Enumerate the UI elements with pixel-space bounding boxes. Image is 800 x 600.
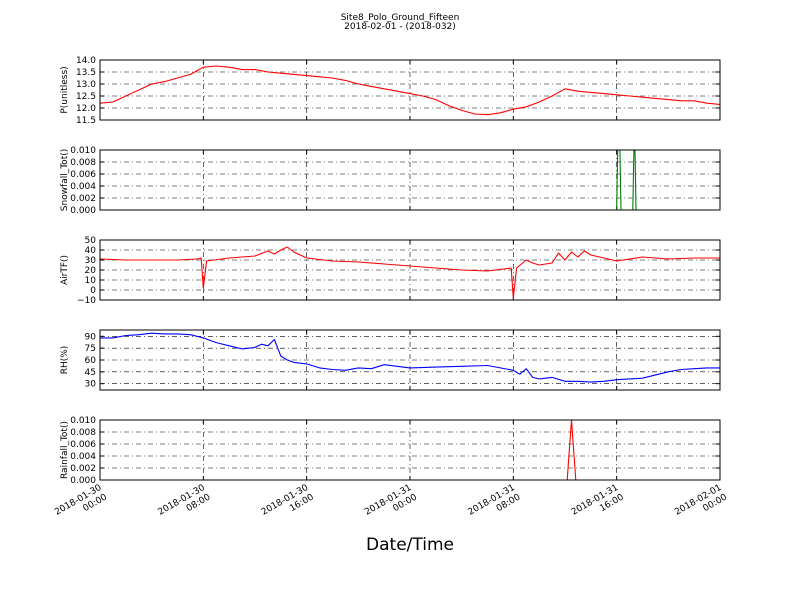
y-tick-label: 10: [85, 276, 97, 286]
y-tick-label: 13.0: [76, 80, 96, 90]
y-tick-label: 60: [85, 356, 97, 366]
y-axis-label: Rainfall_Tot(): [60, 421, 70, 479]
panel-1: 11.5 12.0 12.5 13.0 13.5 14.0 P(unitless): [60, 56, 721, 126]
y-axis-label: Snowfall_Tot(): [60, 149, 70, 212]
y-tick-label: 20: [85, 266, 97, 276]
figure-title: Site8_Polo_Ground_Fifteen: [341, 13, 460, 23]
y-tick-label: 12.5: [76, 92, 96, 102]
panels: 11.5 12.0 12.5 13.0 13.5 14.0 P(unitless) 0.000…: [60, 56, 721, 486]
y-tick-label: 0.008: [70, 158, 96, 168]
axes-frame: [99, 419, 721, 481]
y-tick-label: 40: [85, 246, 97, 256]
y-axis-label: RH(%): [60, 346, 70, 375]
panel-4: 30 45 60 75 90 RH(%): [60, 329, 721, 391]
y-tick-label: 0.000: [70, 476, 96, 486]
y-tick-label: 0.002: [70, 194, 96, 204]
y-tick-label: 50: [85, 236, 97, 246]
y-tick-label: 0.006: [70, 440, 96, 450]
y-tick-label: 11.5: [76, 116, 96, 126]
y-tick-label: 0.004: [70, 452, 96, 462]
figure-subtitle: 2018-02-01 - (2018-032): [344, 22, 456, 32]
y-axis-label: P(unitless): [60, 66, 70, 113]
y-tick-label: 0.000: [70, 206, 96, 216]
axes-frame: [99, 59, 721, 121]
y-tick-label: 14.0: [76, 56, 96, 66]
y-tick-label: 0.010: [70, 416, 96, 426]
y-tick-label: 0.002: [70, 464, 96, 474]
y-axis-label: AirTF(): [60, 255, 70, 285]
axes-frame: [99, 149, 721, 211]
panel-5: 0.000 0.002 0.004 0.006 0.008 0.010Rainfall_T…: [60, 416, 721, 486]
y-tick-label: 0.010: [70, 146, 96, 156]
series-line-3: [99, 246, 720, 299]
y-tick-label: 0.006: [70, 170, 96, 180]
y-tick-label: 0.008: [70, 428, 96, 438]
y-tick-label: −10: [77, 296, 96, 306]
y-tick-label: 0.004: [70, 182, 96, 192]
y-tick-label: 12.0: [76, 104, 96, 114]
series-line-4: [100, 332, 720, 383]
y-tick-label: 45: [85, 368, 96, 378]
x-axis-label: Date/Time: [366, 535, 454, 555]
y-tick-label: 0: [90, 286, 96, 296]
y-tick-label: 30: [85, 256, 97, 266]
y-tick-label: 75: [85, 344, 96, 354]
y-tick-label: 90: [85, 332, 97, 342]
axes-frame: [99, 239, 721, 301]
y-tick-label: 30: [85, 380, 97, 390]
y-tick-label: 13.5: [76, 68, 96, 78]
panel-2: 0.000 0.002 0.004 0.006 0.008 0.010Snowfall_T…: [60, 146, 721, 216]
series-line-1: [99, 65, 721, 116]
axes-frame: [99, 329, 721, 391]
